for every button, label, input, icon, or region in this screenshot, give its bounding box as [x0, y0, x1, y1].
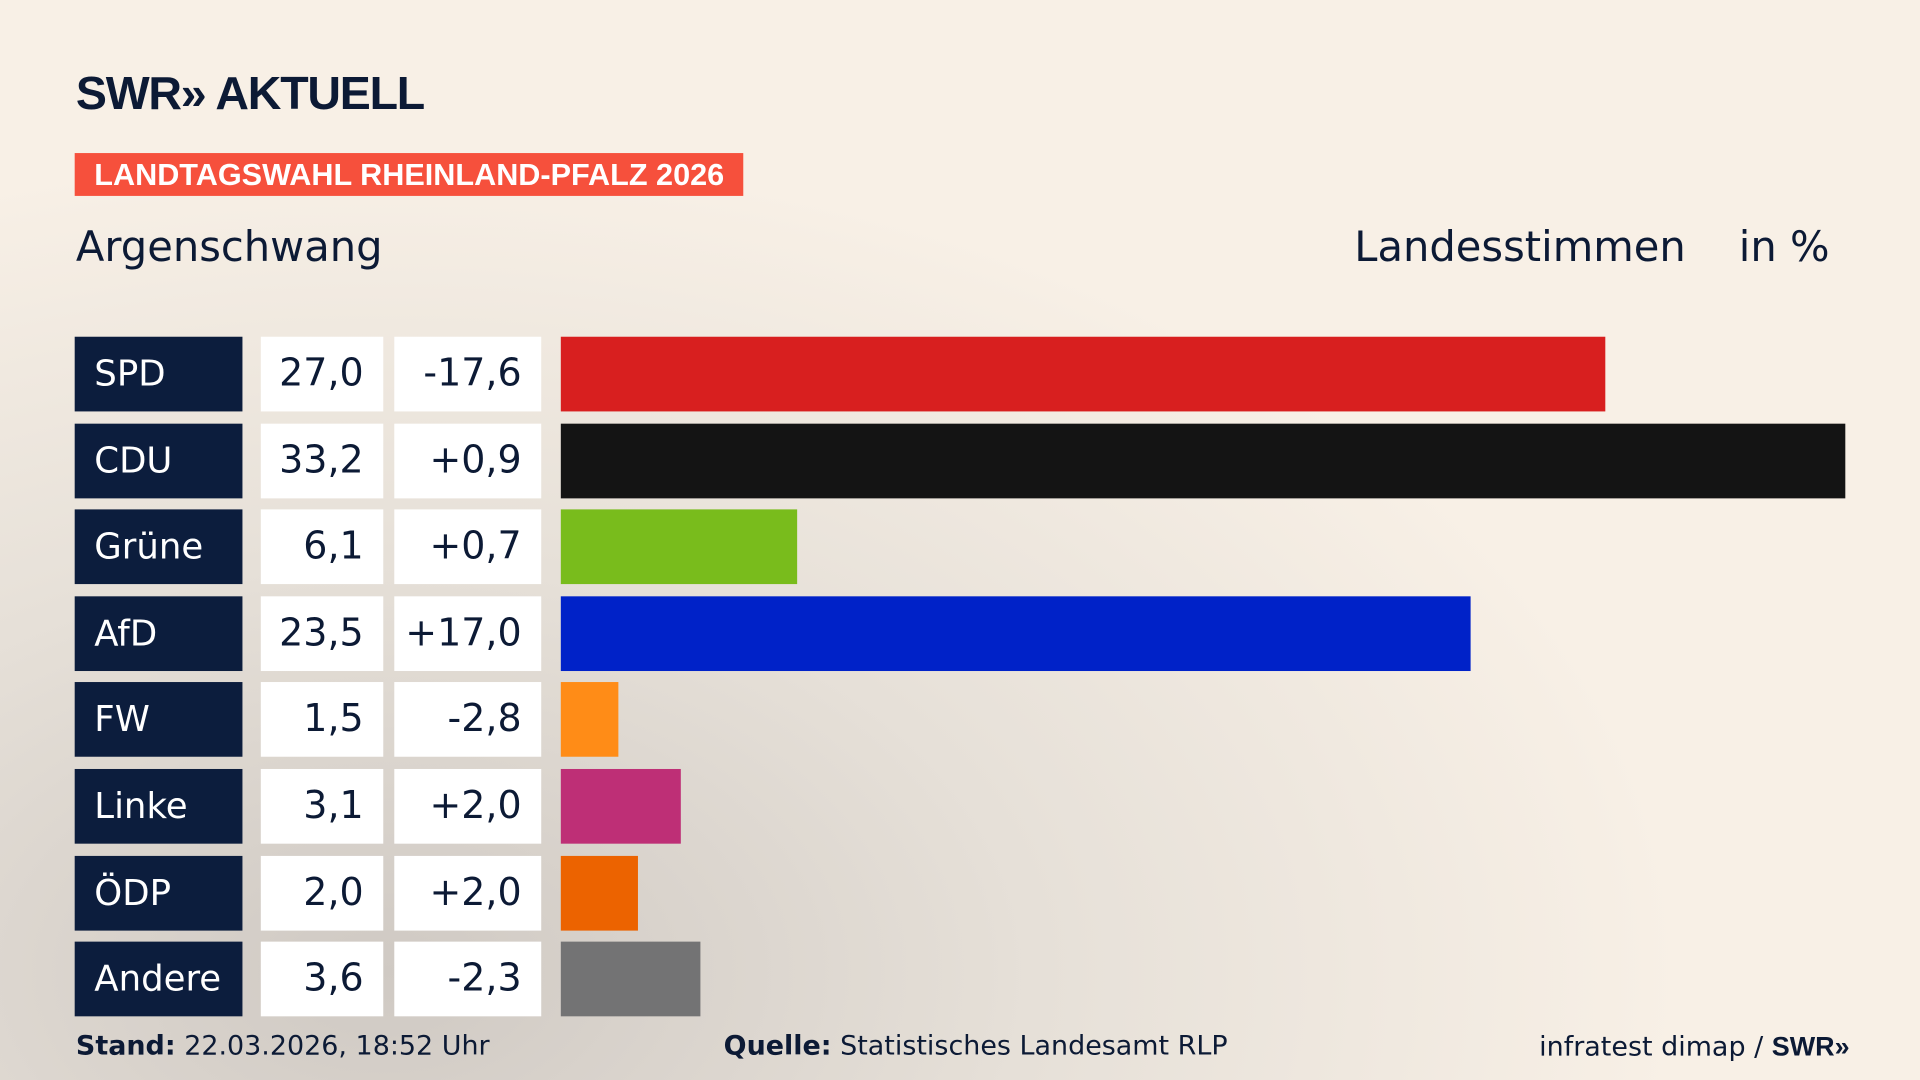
bar	[560, 768, 681, 844]
bar	[560, 855, 639, 931]
value-label: 6,1	[260, 509, 384, 585]
diff-label: +17,0	[394, 596, 542, 671]
party-label: FW	[74, 682, 243, 758]
stand-label: Stand:	[75, 1031, 176, 1062]
party-label: SPD	[74, 336, 243, 412]
swr-logo: SWR»	[1771, 1031, 1850, 1062]
value-label: 1,5	[260, 682, 384, 758]
bar	[560, 941, 701, 1017]
election-tag: LANDTAGSWAHL RHEINLAND-PFALZ 2026	[74, 153, 744, 196]
diff-label: +0,7	[394, 509, 542, 585]
value-label: 3,1	[260, 768, 384, 844]
diff-label: +2,0	[394, 768, 542, 844]
bar	[560, 596, 1471, 671]
source-label: Quelle:	[723, 1031, 832, 1062]
bar-row: CDU 33,2 +0,9	[0, 423, 1920, 498]
stand-value: 22.03.2026, 18:52 Uhr	[184, 1031, 490, 1062]
diff-label: -17,6	[394, 336, 542, 412]
diff-label: -2,3	[394, 941, 542, 1017]
party-label: AfD	[74, 596, 243, 671]
value-label: 2,0	[260, 855, 384, 931]
bar-row: Andere 3,6 -2,3	[0, 941, 1920, 1017]
bar	[560, 423, 1846, 498]
party-label: Andere	[74, 941, 243, 1017]
unit-label: in %	[1738, 222, 1830, 272]
value-label: 27,0	[260, 336, 384, 412]
value-label: 33,2	[260, 423, 384, 498]
bar-row: ÖDP 2,0 +2,0	[0, 855, 1920, 931]
diff-label: -2,8	[394, 682, 542, 758]
credit: infratest dimap / SWR»	[1539, 1031, 1849, 1063]
timestamp: Stand: 22.03.2026, 18:52 Uhr	[76, 1031, 490, 1062]
swr-aktuell-logo: SWR» AKTUELL	[75, 68, 425, 121]
value-label: 3,6	[260, 941, 384, 1017]
party-label: Linke	[74, 768, 243, 844]
credit-text: infratest dimap /	[1539, 1032, 1772, 1063]
bar-row: Grüne 6,1 +0,7	[0, 509, 1920, 585]
party-label: CDU	[74, 423, 243, 498]
region-title: Argenschwang	[75, 222, 383, 272]
diff-label: +2,0	[394, 855, 542, 931]
value-label: 23,5	[260, 596, 384, 671]
source: Quelle: Statistisches Landesamt RLP	[724, 1031, 1228, 1062]
value-title: Landesstimmen	[1354, 222, 1686, 272]
bar	[560, 509, 797, 585]
party-label: ÖDP	[74, 855, 243, 931]
bar-row: AfD 23,5 +17,0	[0, 596, 1920, 671]
bar-row: FW 1,5 -2,8	[0, 682, 1920, 758]
diff-label: +0,9	[394, 423, 542, 498]
party-label: Grüne	[74, 509, 243, 585]
source-value: Statistisches Landesamt RLP	[840, 1031, 1228, 1062]
bar	[560, 682, 619, 758]
bar-row: SPD 27,0 -17,6	[0, 336, 1920, 412]
bar-row: Linke 3,1 +2,0	[0, 768, 1920, 844]
bar	[560, 336, 1606, 412]
